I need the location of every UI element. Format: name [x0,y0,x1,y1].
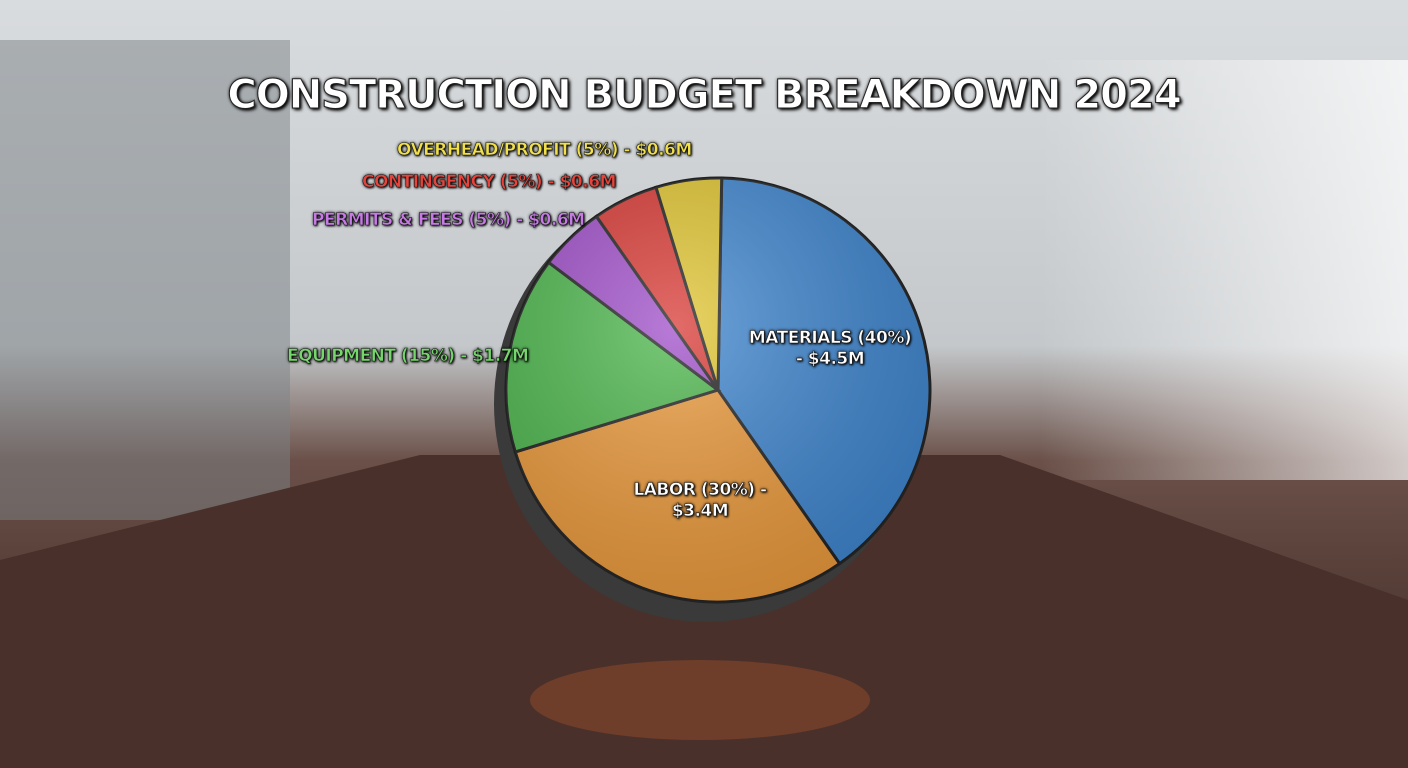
pie [504,176,932,604]
glass-wall [0,40,290,520]
chart-title: CONSTRUCTION BUDGET BREAKDOWN 2024 [227,72,1182,119]
reflection [530,660,870,740]
slice-label: OVERHEAD/PROFIT (5%) - $0.6M [397,140,693,161]
slice-label: EQUIPMENT (15%) - $1.7M [287,346,530,367]
slice-label: PERMITS & FEES (5%) - $0.6M [312,210,586,231]
slice-label: CONTINGENCY (5%) - $0.6M [362,172,617,193]
slice-label: LABOR (30%) - $3.4M [633,480,767,522]
slice-label: MATERIALS (40%) - $4.5M [748,328,912,370]
window [1040,60,1408,480]
